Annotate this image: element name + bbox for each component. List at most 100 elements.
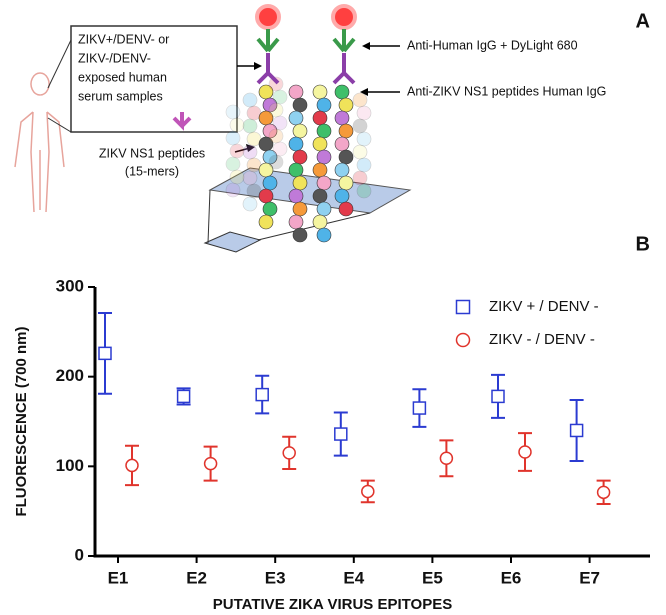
bead: [258, 214, 274, 230]
antibody-label: Anti-Human IgG + DyLight 680: [407, 38, 578, 52]
bead: [288, 136, 304, 152]
box-text: exposed human: [78, 70, 167, 84]
bead: [242, 118, 258, 134]
bead: [268, 76, 284, 92]
point: [455, 299, 471, 315]
bead: [268, 128, 284, 144]
x-tick-label: E5: [422, 568, 443, 587]
bead: [225, 182, 241, 198]
bead: [316, 175, 332, 191]
bead: [242, 196, 258, 212]
bead: [338, 149, 354, 165]
point: [518, 445, 532, 459]
bead: [225, 156, 241, 172]
bead: [272, 89, 288, 105]
legend-label: ZIKV - / DENV -: [489, 331, 595, 348]
bead: [338, 201, 354, 217]
bead: [356, 131, 372, 147]
bead: [268, 102, 284, 118]
fluorophore: [331, 4, 357, 30]
bead: [272, 115, 288, 131]
bead: [352, 144, 368, 160]
bead: [316, 149, 332, 165]
bead: [262, 201, 278, 217]
point: [361, 484, 375, 499]
bead: [292, 201, 308, 217]
bead: [225, 130, 241, 146]
bead: [334, 188, 350, 204]
point: [282, 446, 296, 460]
array-slide: [208, 167, 412, 214]
x-axis-title: PUTATIVE ZIKA VIRUS EPITOPES: [213, 596, 452, 613]
bead: [225, 104, 241, 120]
bead: [258, 188, 274, 204]
zoom-line: [207, 189, 211, 244]
bead: [292, 149, 308, 165]
point: [176, 389, 191, 404]
bead: [312, 214, 328, 230]
bead: [229, 143, 245, 159]
primary-antibody: [332, 53, 356, 85]
secondary-antibody: [332, 29, 356, 53]
point: [98, 346, 112, 361]
bead: [338, 123, 354, 139]
bead: [334, 136, 350, 152]
chart: 0 100 200 300 E1 E2 E3 E4 E5 E6 E7 PUTATIVE ZIKA VI…: [13, 276, 650, 613]
x-tick-label: E2: [186, 568, 207, 587]
bead: [356, 105, 372, 121]
point: [569, 423, 584, 438]
bead: [242, 170, 258, 186]
x-tick-label: E3: [265, 568, 286, 587]
peptides-text: (15-mers): [125, 164, 179, 178]
x-tick-label: E7: [579, 568, 600, 587]
bead: [268, 154, 284, 170]
panel-label: A: [636, 10, 650, 32]
bead: [262, 175, 278, 191]
y-tick-label: 100: [56, 456, 84, 475]
bead: [229, 169, 245, 185]
bead: [292, 175, 308, 191]
box-text: serum samples: [78, 89, 163, 103]
point: [334, 427, 348, 441]
bead: [316, 123, 332, 139]
arrow-head: [254, 62, 262, 70]
y-axis-title: FLUORESCENCE (700 nm): [13, 326, 30, 516]
bead: [352, 92, 368, 108]
primary-antibody: [256, 53, 280, 85]
bead: [352, 118, 368, 134]
point: [491, 389, 505, 404]
x-tick-label: E6: [501, 568, 522, 587]
bead: [356, 183, 372, 199]
bead: [312, 188, 328, 204]
zoom-line: [257, 212, 371, 241]
antibody-icon: [172, 112, 192, 131]
bead: [288, 162, 304, 178]
y-tick-label: 0: [75, 545, 84, 564]
legend-label: ZIKV + / DENV -: [489, 298, 599, 315]
callout-line: [47, 39, 72, 89]
bead: [338, 97, 354, 113]
bead: [292, 227, 308, 243]
bead: [316, 201, 332, 217]
peptides-text: ZIKV NS1 peptides: [99, 146, 205, 160]
bead: [229, 117, 245, 133]
chip: [203, 231, 262, 253]
bead: [288, 188, 304, 204]
point: [412, 401, 427, 415]
antibody-label: Anti-ZIKV NS1 peptides Human IgG: [407, 84, 606, 98]
point: [203, 456, 218, 471]
point: [125, 458, 139, 473]
x-tick-label: E4: [343, 568, 364, 587]
arrow-head: [246, 144, 255, 152]
fluorophore: [255, 4, 281, 30]
arrow-head: [360, 88, 368, 96]
bead: [356, 157, 372, 173]
bead: [334, 84, 350, 100]
y-tick-label: 200: [56, 366, 84, 385]
point: [455, 332, 471, 348]
box-text: ZIKV-/DENV-: [78, 51, 151, 65]
bead: [312, 162, 328, 178]
bead: [334, 110, 350, 126]
secondary-antibody: [256, 29, 280, 53]
bead: [312, 136, 328, 152]
